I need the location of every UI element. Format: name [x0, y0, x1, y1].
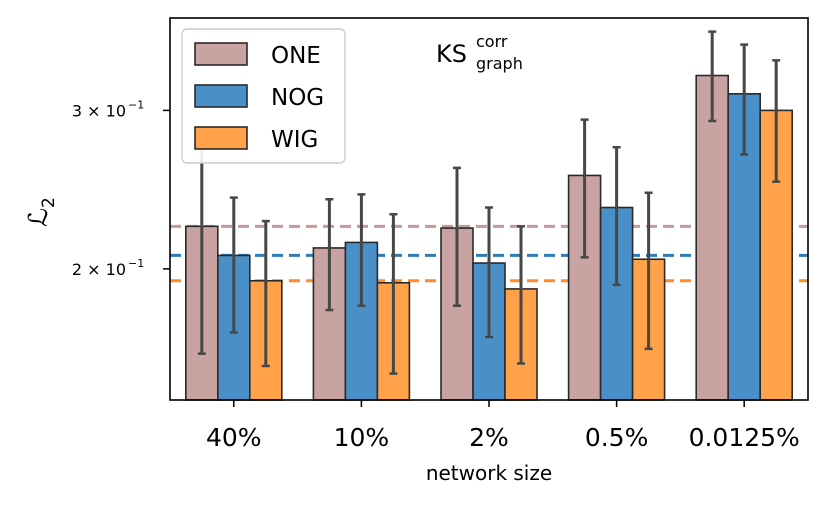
legend-swatch-nog: [194, 84, 248, 108]
svg-text:KS: KS: [436, 40, 467, 68]
y-tick-label-1: 3 × 10: [72, 101, 126, 120]
legend-label-wig: WIG: [271, 127, 318, 153]
error-bars: [197, 30, 781, 375]
x-tick-label-3: 0.5%: [585, 423, 649, 452]
y-axis-title-sub: 2: [39, 197, 59, 208]
legend: ONE NOG WIG: [181, 28, 346, 164]
chart-title-sup: corr: [476, 32, 508, 51]
x-tick-label-2: 2%: [469, 423, 509, 452]
legend-swatch-wig: [194, 126, 248, 150]
legend-label-one: ONE: [271, 43, 321, 69]
x-tick-label-0: 40%: [206, 423, 262, 452]
svg-text:ℒ2: ℒ2: [24, 197, 59, 227]
y-axis-title-main: ℒ: [24, 208, 54, 227]
y-tick-exponent-0: −1: [128, 257, 144, 270]
x-axis-title: network size: [426, 461, 552, 485]
chart-title-sub: graph: [476, 54, 523, 73]
x-tick-label-1: 10%: [334, 423, 390, 452]
x-tick-label-4: 0.0125%: [689, 423, 800, 452]
bar-one-4: [695, 74, 730, 401]
y-axis-ticks: 2 × 10 −13 × 10 −1: [72, 98, 170, 279]
y-tick-exponent-1: −1: [128, 98, 144, 111]
chart-title: KS corr graph: [436, 32, 523, 73]
legend-swatch-one: [194, 42, 248, 66]
y-axis-title: ℒ2: [24, 197, 59, 227]
x-axis-ticks: 40% 10% 2% 0.5% 0.0125%: [206, 400, 800, 452]
legend-label-nog: NOG: [271, 85, 324, 111]
y-tick-label-0: 2 × 10: [72, 260, 126, 279]
chart-title-main: KS: [436, 40, 467, 68]
